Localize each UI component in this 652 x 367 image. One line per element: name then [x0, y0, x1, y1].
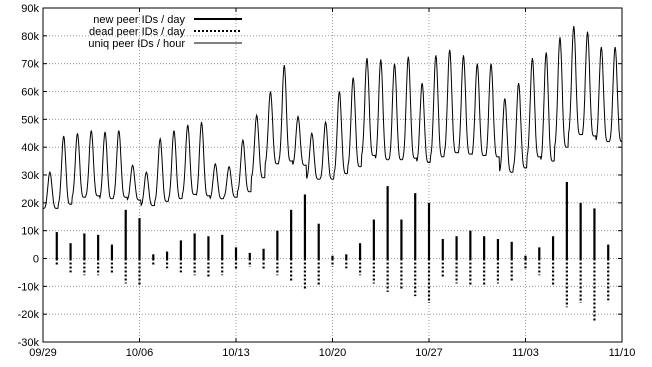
y-tick-label: 50k — [21, 114, 39, 126]
y-tick-label: -20k — [18, 309, 40, 321]
y-tick-label: 70k — [21, 59, 39, 71]
x-tick-label: 10/06 — [126, 347, 154, 359]
y-tick-label: 0 — [33, 254, 39, 266]
legend-label: uniq peer IDs / hour — [88, 38, 185, 50]
grid — [43, 8, 622, 342]
x-tick-label: 10/13 — [222, 347, 250, 359]
x-tick-label: 09/29 — [29, 347, 57, 359]
x-tick-label: 10/27 — [415, 347, 443, 359]
x-tick-label: 11/10 — [609, 347, 636, 359]
legend-label: new peer IDs / day — [93, 14, 185, 26]
legend-label: dead peer IDs / day — [89, 26, 186, 38]
y-tick-label: 80k — [21, 31, 39, 43]
plot-area — [43, 26, 622, 323]
y-tick-label: 10k — [21, 226, 39, 238]
y-tick-label: 30k — [21, 170, 39, 182]
y-tick-label: 20k — [21, 198, 39, 210]
axes: -30k -20k -10k 0 10k 20k 30k 40k 50k 60k 70k 80k 90k… — [18, 3, 636, 359]
y-tick-label: -30k — [18, 337, 40, 349]
y-tick-label: 40k — [21, 142, 39, 154]
y-tick-label: 60k — [21, 87, 39, 99]
plot-frame — [42, 7, 623, 343]
y-tick-label: -10k — [18, 281, 40, 293]
x-tick-label: 10/20 — [319, 347, 347, 359]
uniq-peer-line — [43, 26, 622, 209]
y-tick-label: 90k — [21, 3, 39, 15]
x-tick-label: 11/03 — [512, 347, 539, 359]
